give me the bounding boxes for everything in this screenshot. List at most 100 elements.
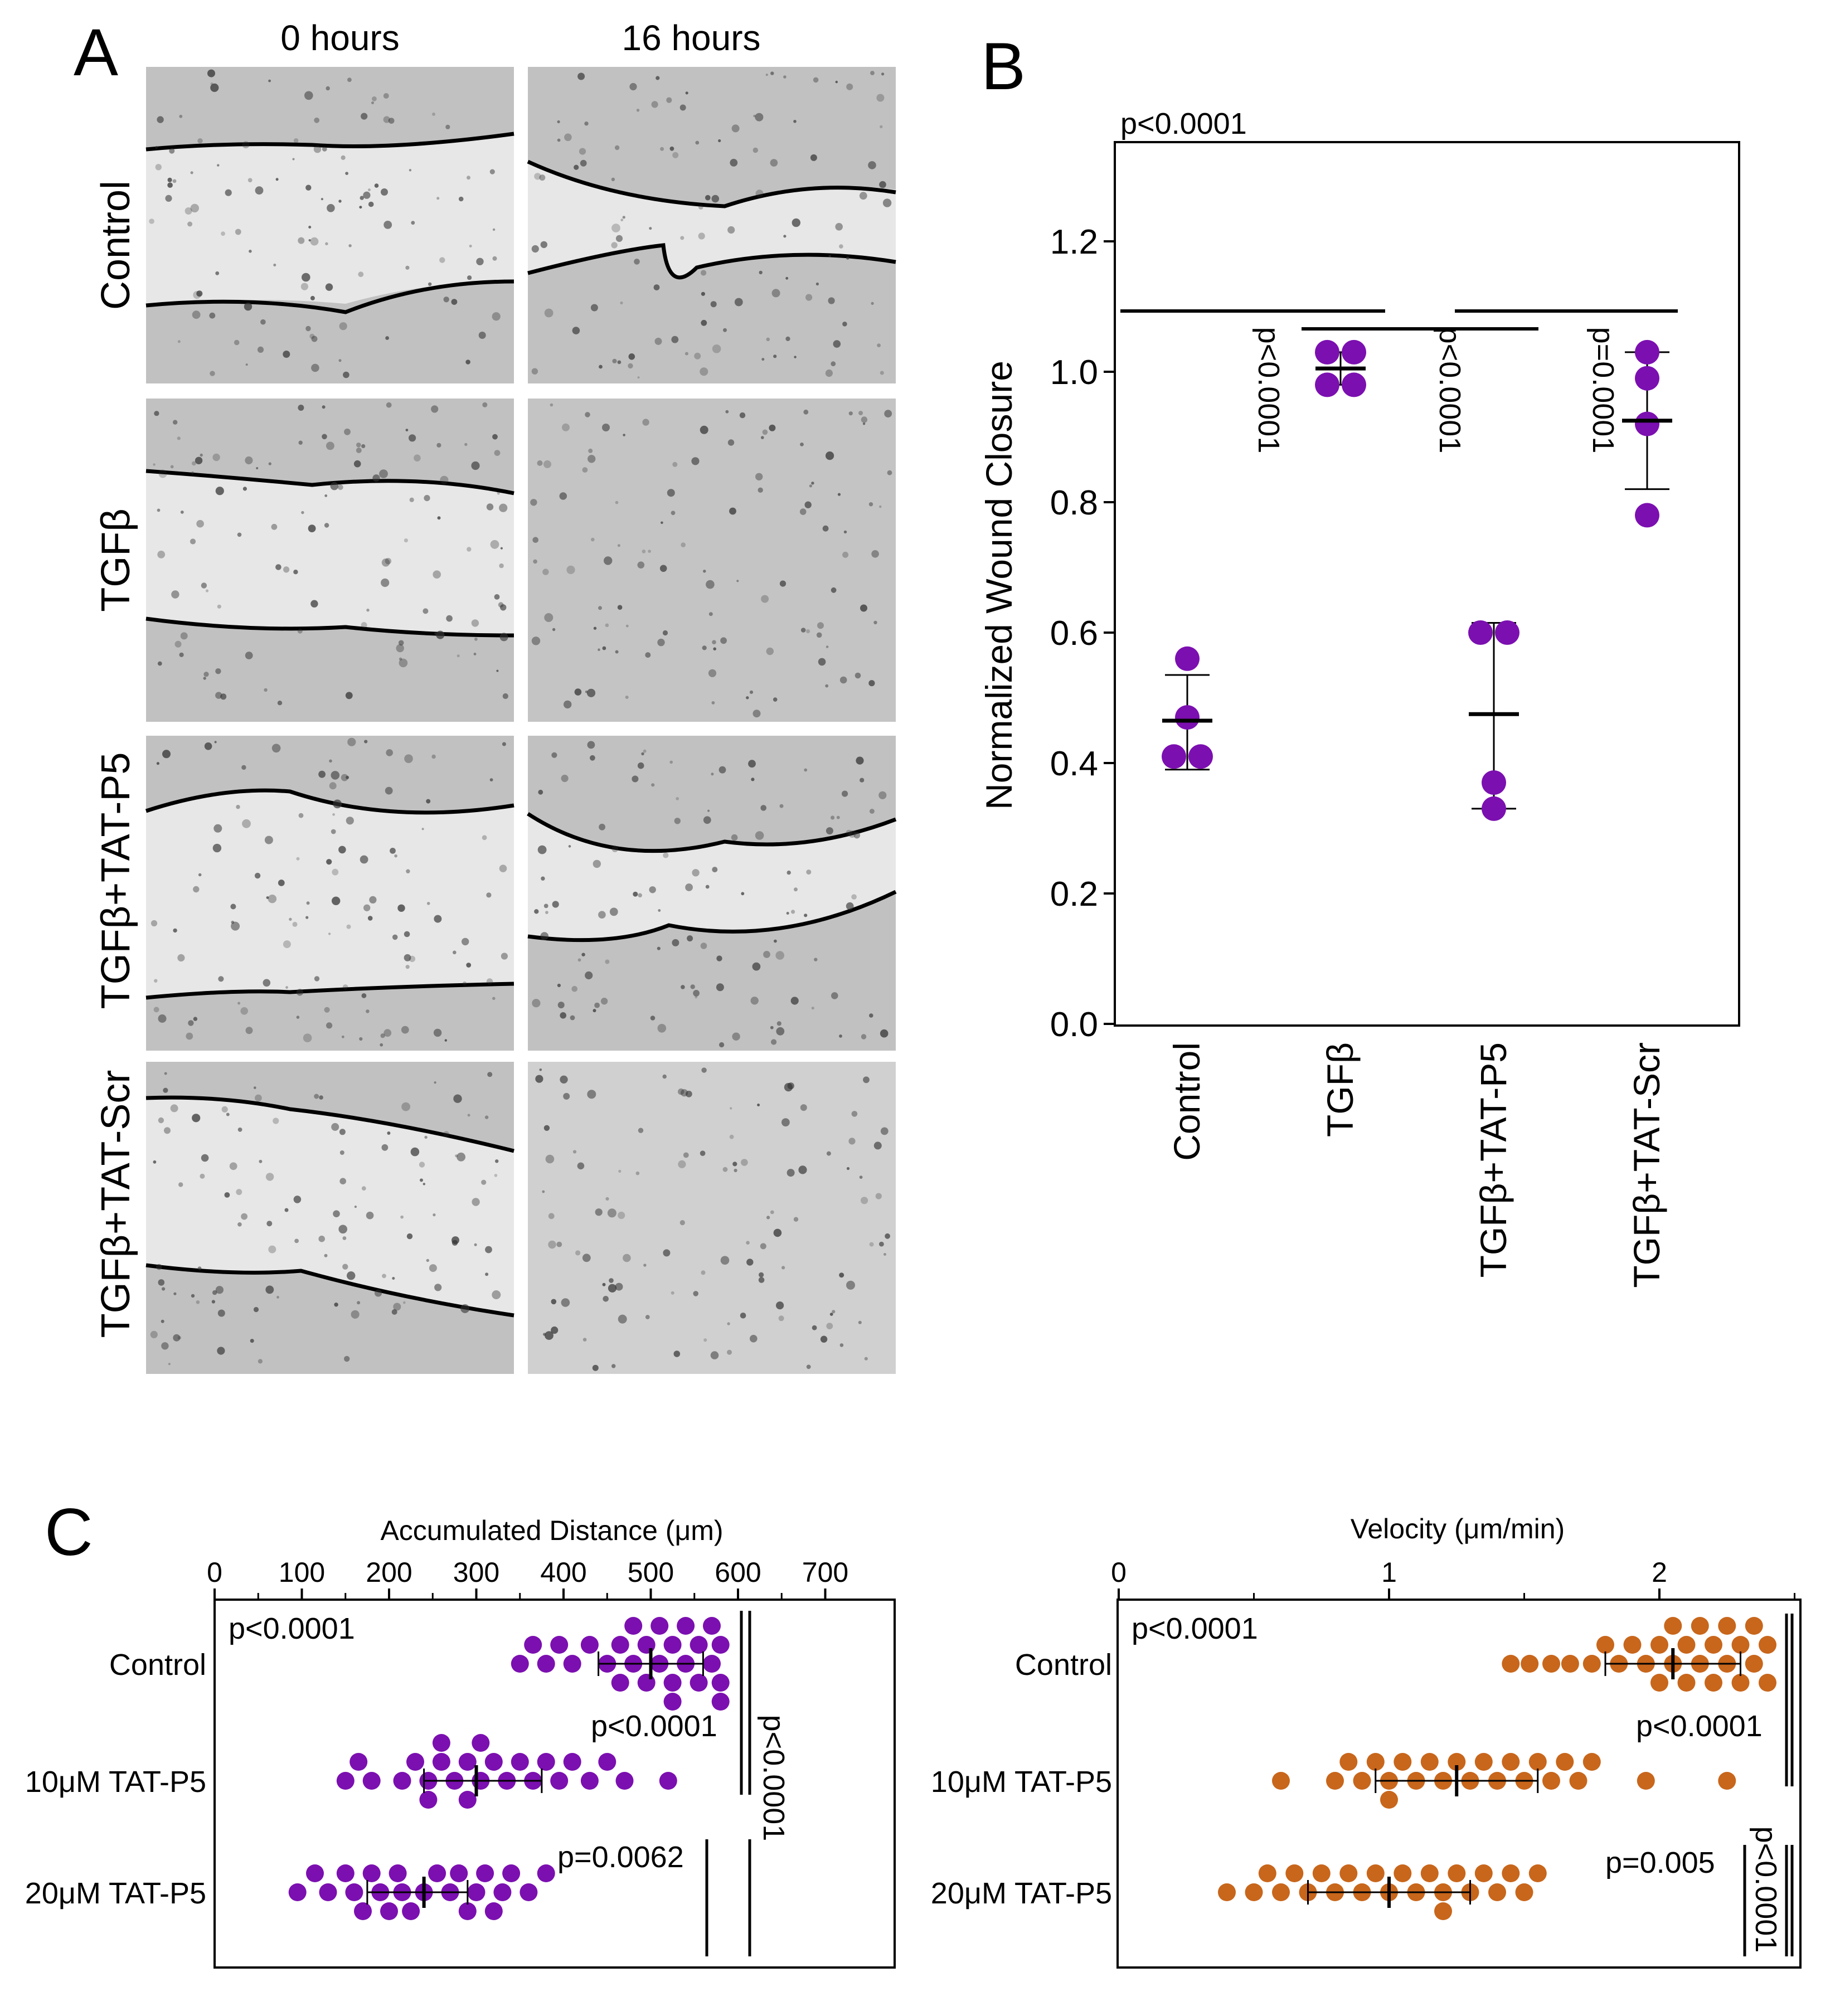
micrograph-speckle	[247, 178, 253, 183]
micrograph-speckle	[361, 113, 368, 120]
micrograph-speckle	[793, 120, 797, 123]
micrograph-speckle	[783, 75, 787, 79]
chart-c-point	[502, 1864, 521, 1882]
micrograph-speckle	[552, 628, 556, 631]
micrograph-speckle	[853, 832, 861, 839]
chart-b-point	[1635, 411, 1659, 436]
micrograph-speckle	[368, 201, 374, 207]
micrograph-speckle	[381, 578, 390, 587]
micrograph-speckle	[722, 1167, 728, 1172]
micrograph-speckle	[492, 997, 496, 1000]
micrograph-speckle	[300, 283, 309, 290]
micrograph-speckle	[560, 1075, 568, 1084]
micrograph-speckle	[253, 1306, 259, 1313]
micrograph-speckle	[234, 339, 240, 346]
chart-c-p-value: p<0.0001	[591, 1709, 717, 1743]
micrograph-speckle	[341, 774, 348, 781]
micrograph-speckle	[423, 608, 429, 614]
chart-c-xtick-label: 1	[1381, 1557, 1397, 1588]
micrograph-speckle	[598, 648, 600, 651]
micrograph-speckle	[431, 405, 439, 413]
micrograph-speckle	[817, 622, 824, 629]
micrograph-speckle	[170, 465, 174, 469]
chart-b-ytick-label: 0.4	[1050, 745, 1098, 783]
micrograph-speckle	[303, 1033, 312, 1042]
micrograph-speckle	[424, 1135, 428, 1139]
micrograph-speckle	[293, 1196, 302, 1203]
chart-c-point	[511, 1753, 529, 1771]
micrograph-speckle	[545, 1154, 555, 1164]
micrograph-speckle	[732, 1162, 737, 1167]
micrograph-speckle	[440, 475, 449, 484]
micrograph-speckle	[642, 419, 649, 426]
micrograph-speckle	[485, 1246, 492, 1254]
micrograph-speckle	[707, 809, 710, 812]
chart-c-point	[637, 1674, 656, 1692]
micrograph-speckle	[678, 1088, 684, 1095]
micrograph-speckle	[876, 94, 885, 102]
micrograph-speckle	[835, 80, 838, 84]
chart-c-point	[1623, 1636, 1642, 1654]
micrograph-speckle	[210, 82, 213, 85]
chart-c-point	[1420, 1753, 1439, 1771]
micrograph-speckle	[637, 762, 644, 769]
chart-c-xtick-label: 400	[540, 1557, 586, 1588]
chart-b-point	[1635, 366, 1659, 391]
micrograph-speckle	[302, 273, 310, 282]
micrograph-speckle	[883, 1253, 886, 1256]
micrograph-speckle	[165, 195, 172, 202]
micrograph-speckle	[637, 561, 645, 569]
micrograph-speckle	[734, 1168, 737, 1173]
micrograph-speckle	[383, 116, 390, 123]
chart-c-point	[1272, 1883, 1290, 1901]
micrograph-speckle	[390, 848, 396, 854]
micrograph-speckle	[391, 1309, 397, 1315]
chart-c-point	[563, 1753, 581, 1771]
micrograph-speckle	[563, 1092, 570, 1100]
chart-c-point	[1745, 1655, 1763, 1673]
micrograph-speckle	[334, 1303, 338, 1307]
micrograph-speckle	[345, 692, 353, 699]
micrograph-speckle	[212, 843, 222, 853]
micrograph-grid	[145, 67, 897, 1374]
micrograph-speckle	[357, 1301, 361, 1305]
micrograph-speckle	[557, 120, 560, 124]
micrograph-speckle	[192, 310, 201, 319]
micrograph-speckle	[851, 1111, 858, 1117]
micrograph-speckle	[793, 1217, 799, 1222]
micrograph-speckle	[723, 328, 727, 332]
micrograph-speckle	[381, 188, 388, 196]
micrograph-speckle	[351, 1310, 360, 1319]
micrograph-speckle	[701, 1270, 706, 1275]
micrograph-speckle	[781, 1266, 785, 1270]
micrograph-speckle	[846, 1167, 850, 1170]
chart-c-point	[476, 1864, 494, 1882]
micrograph-speckle	[220, 693, 227, 700]
micrograph-speckle	[154, 145, 158, 149]
micrograph-speckle	[368, 188, 371, 192]
micrograph-speckle	[250, 1339, 254, 1343]
micrograph-speckle	[693, 990, 700, 997]
micrograph-speckle	[564, 133, 572, 142]
chart-c-left-overall-p: p<0.0001	[229, 1612, 355, 1645]
micrograph-speckle	[485, 1272, 489, 1276]
micrograph-speckle	[501, 953, 508, 960]
micrograph-speckle	[755, 831, 764, 840]
micrograph-speckle	[533, 559, 537, 564]
micrograph-speckle	[484, 1115, 489, 1119]
micrograph-speckle	[200, 1173, 205, 1179]
micrograph-speckle	[429, 1264, 437, 1272]
micrograph-speckle	[499, 633, 508, 642]
micrograph-speckle	[361, 444, 366, 449]
micrograph-speckle	[785, 336, 790, 342]
micrograph-speckle	[462, 981, 467, 986]
chart-b-ylabel: Normalized Wound Closure	[978, 361, 1019, 810]
micrograph-speckle	[661, 521, 663, 524]
micrograph-speckle	[244, 302, 253, 311]
micrograph-speckle	[359, 206, 362, 209]
chart-c-point	[1718, 1617, 1736, 1635]
micrograph-speckle	[306, 901, 310, 905]
micrograph-speckle	[587, 741, 595, 749]
micrograph-speckle	[698, 205, 703, 210]
